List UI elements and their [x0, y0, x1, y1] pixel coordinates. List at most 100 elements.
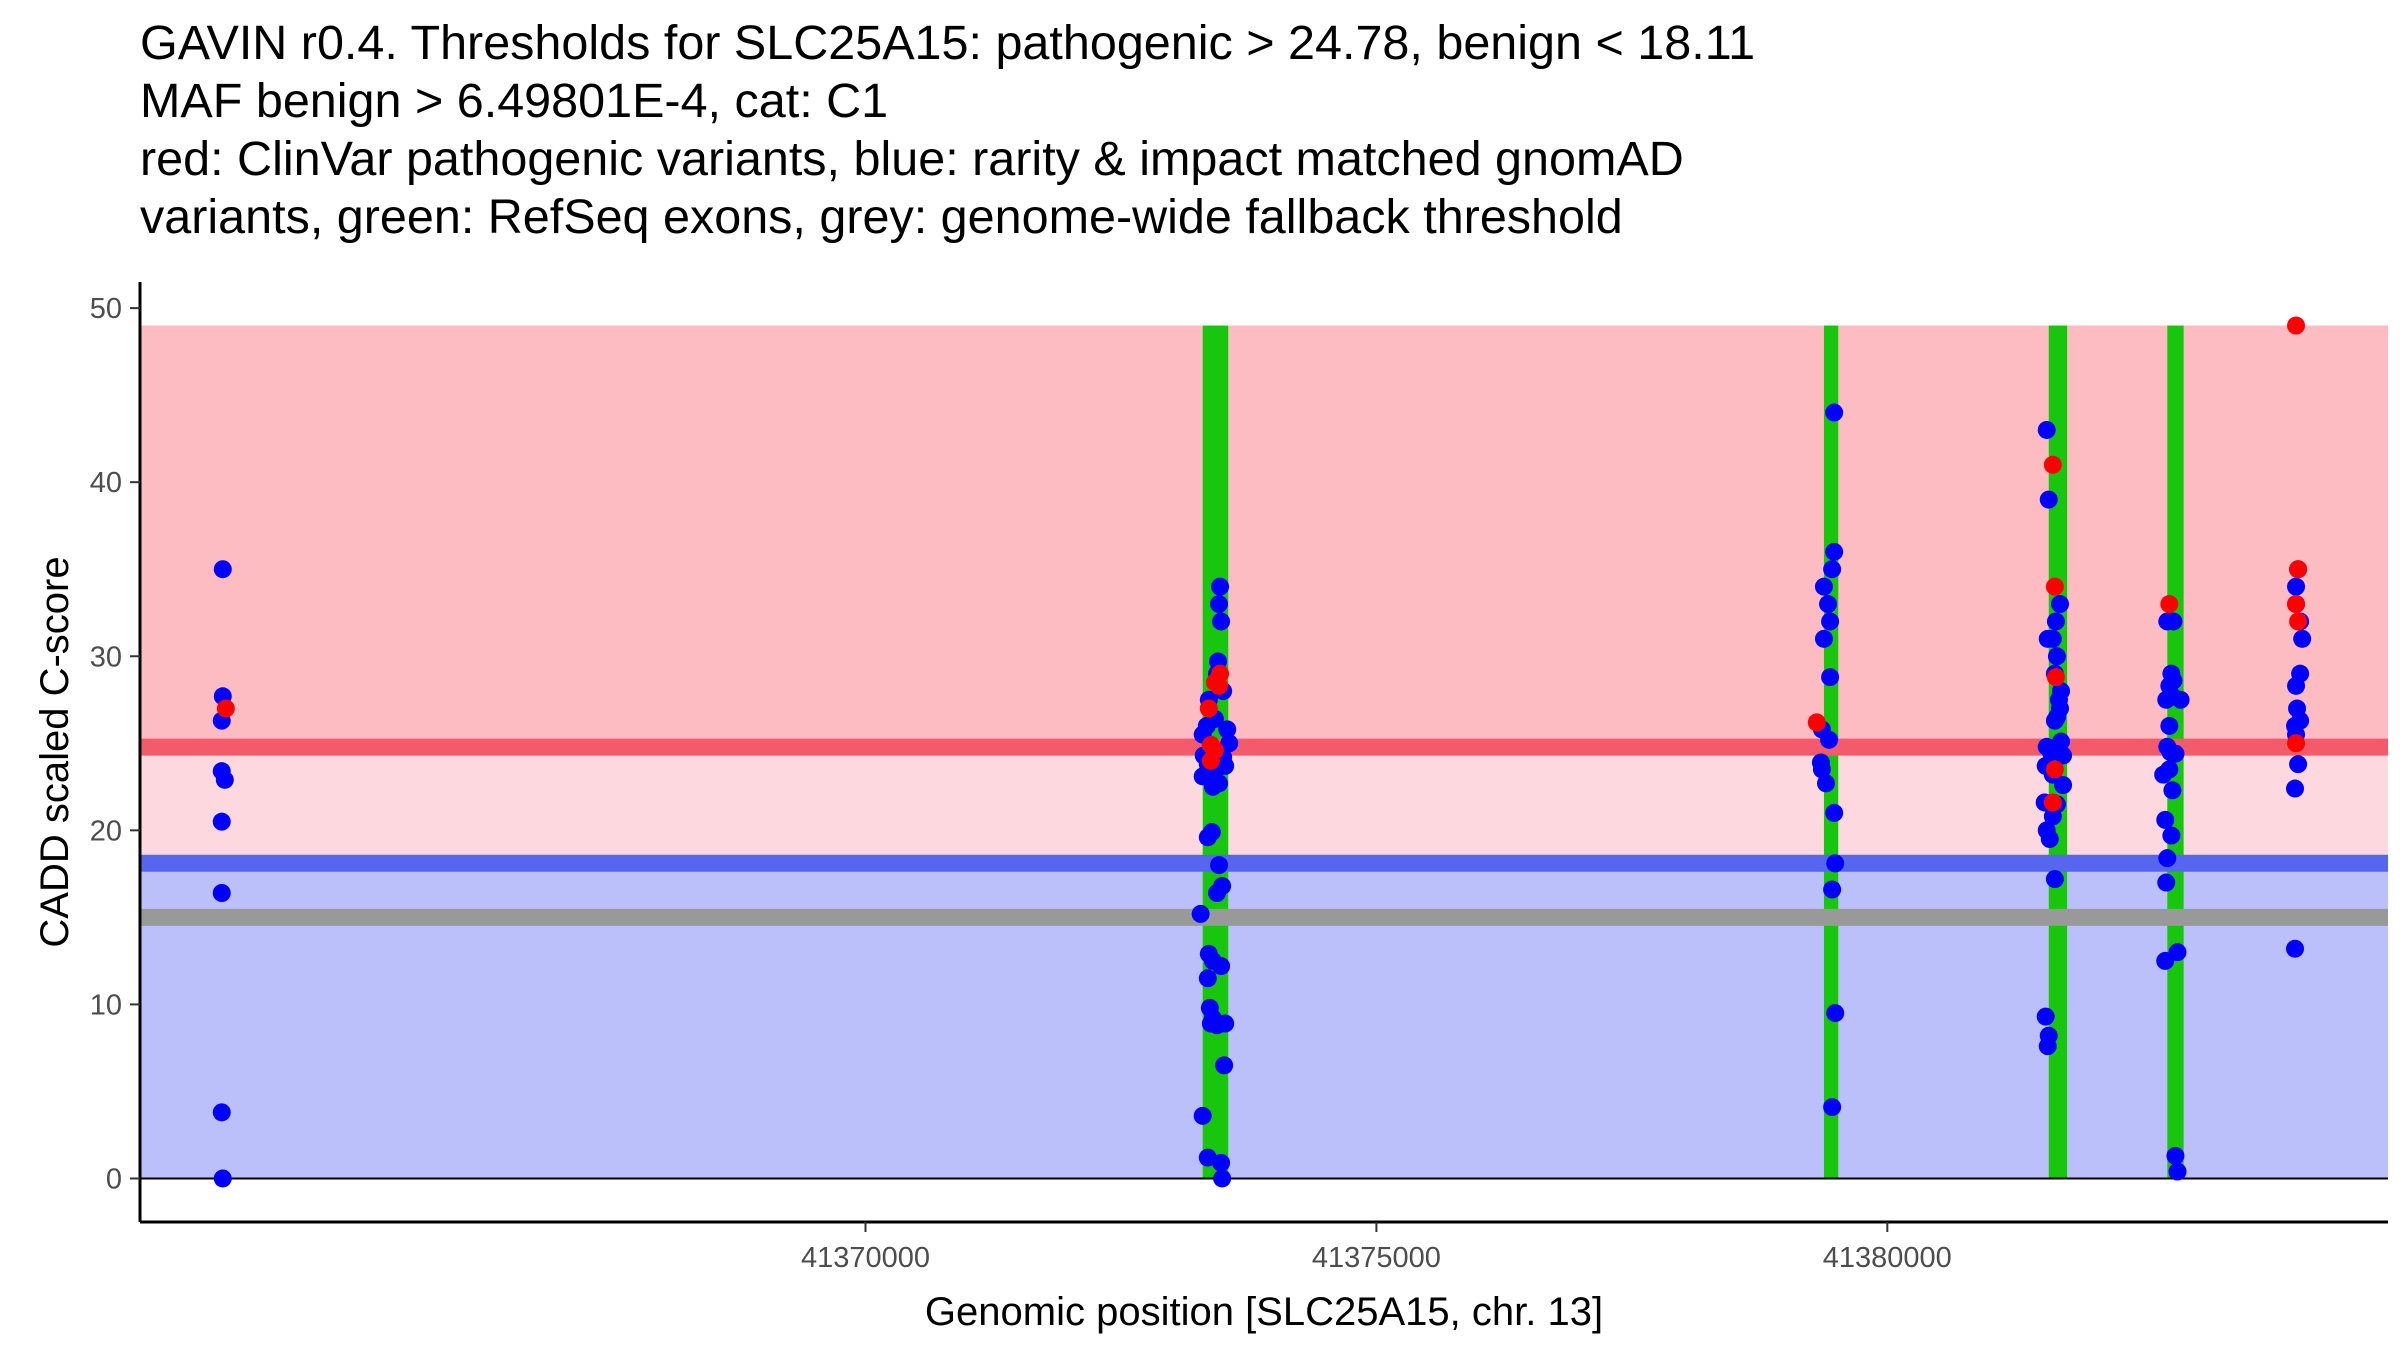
clinvar-point — [2043, 455, 2062, 474]
gnomad-point — [1212, 1153, 1231, 1172]
gnomad-point — [212, 884, 231, 902]
gnomad-point — [2156, 810, 2175, 829]
x-tick-label: 41370000 — [801, 1242, 930, 1274]
gnomad-point — [2287, 577, 2306, 596]
gnomad-point — [1212, 612, 1231, 631]
clinvar-point — [1201, 736, 1220, 755]
threshold-lines — [140, 738, 2388, 1180]
chart-title-line-1: GAVIN r0.4. Thresholds for SLC25A15: pat… — [140, 16, 1756, 70]
x-axis-ticks: 41370000 41375000 41380000 — [801, 1222, 1952, 1274]
gnomad-point — [2157, 873, 2176, 892]
gnomad-point — [1814, 629, 1833, 648]
chart-title-block: GAVIN r0.4. Thresholds for SLC25A15: pat… — [140, 14, 2380, 246]
y-tick-label: 40 — [90, 467, 122, 499]
clinvar-point — [1210, 676, 1229, 695]
y-axis-ticks: 0 10 20 30 40 50 — [90, 293, 140, 1195]
gnomad-point — [2046, 612, 2065, 631]
clinvar-point — [2046, 668, 2065, 687]
clinvar-point — [1807, 713, 1826, 732]
gnomad-point — [1826, 854, 1845, 873]
gnomad-point — [2047, 647, 2066, 666]
intermediate-region — [140, 747, 2388, 864]
gnomad-point — [213, 1169, 232, 1188]
gnomad-point — [2164, 612, 2183, 631]
gnomad-point — [1212, 957, 1231, 976]
gnomad-point — [2293, 629, 2312, 648]
gnomad-point — [1203, 777, 1222, 796]
gnomad-point — [2037, 420, 2056, 439]
gnomad-point — [1198, 969, 1217, 988]
clinvar-point — [216, 699, 235, 718]
chart-title-line-3: red: ClinVar pathogenic variants, blue: … — [140, 132, 1684, 186]
clinvar-point — [1201, 751, 1220, 770]
gnomad-point — [1821, 668, 1840, 687]
gnomad-point — [2162, 826, 2181, 845]
gnomad-point — [2160, 760, 2179, 779]
gnomad-point — [2160, 716, 2179, 735]
chart-title-line-2: MAF benign > 6.49801E-4, cat: C1 — [140, 74, 889, 128]
gnomad-point — [2045, 711, 2064, 730]
gnomad-point — [213, 560, 232, 579]
gnomad-point — [215, 770, 234, 789]
gnomad-point — [212, 812, 231, 831]
gnomad-point — [2166, 744, 2185, 763]
x-axis-title: Genomic position [SLC25A15, chr. 13] — [925, 1290, 1603, 1334]
gnomad-point — [1826, 1004, 1845, 1023]
gnomad-point — [1823, 880, 1842, 899]
axes — [138, 282, 2388, 1224]
gnomad-point — [1812, 760, 1831, 779]
y-tick-label: 10 — [90, 989, 122, 1021]
gnomad-point — [1191, 904, 1210, 923]
gnomad-point — [1814, 577, 1833, 596]
clinvar-point — [2043, 793, 2062, 812]
gnomad-point — [2038, 1037, 2057, 1056]
gnomad-point — [1823, 560, 1842, 579]
gnomad-point — [1825, 803, 1844, 822]
gnomad-point — [1210, 595, 1229, 614]
gnomad-point — [2039, 490, 2058, 509]
gnomad-point — [2054, 776, 2073, 795]
gnomad-point — [1819, 595, 1838, 614]
gnomad-point — [1817, 774, 1835, 793]
gnomad-point — [1821, 612, 1840, 631]
clinvar-point — [2289, 612, 2308, 631]
gnomad-point — [2163, 781, 2182, 800]
gnomad-point — [2286, 939, 2305, 958]
y-tick-label: 50 — [90, 293, 122, 325]
gnomad-point — [2168, 943, 2187, 962]
clinvar-point — [2045, 760, 2064, 779]
x-tick-label: 41375000 — [1312, 1242, 1441, 1274]
y-tick-label: 0 — [106, 1163, 122, 1195]
gnomad-point — [1211, 577, 1230, 596]
clinvar-point — [2287, 316, 2306, 335]
gnomad-point — [2040, 830, 2059, 849]
gnomad-point — [2168, 1162, 2187, 1181]
gnomad-point — [2166, 1146, 2185, 1165]
gnomad-point — [1215, 1056, 1234, 1075]
gnomad-point — [2043, 807, 2062, 826]
gnomad-point — [2287, 676, 2306, 695]
clinvar-point — [2289, 560, 2308, 579]
clinvar-point — [2160, 595, 2179, 614]
gnomad-point — [2036, 1007, 2055, 1026]
variant-points — [212, 316, 2312, 1188]
gnomad-point — [1220, 734, 1239, 753]
gnomad-point — [2171, 690, 2190, 709]
gnomad-point — [2038, 629, 2057, 648]
y-tick-label: 20 — [90, 815, 122, 847]
gnomad-point — [1820, 730, 1839, 749]
gnomad-point — [1210, 856, 1229, 875]
x-tick-label: 41380000 — [1823, 1242, 1952, 1274]
chart-title-line-4: variants, green: RefSeq exons, grey: gen… — [140, 190, 1623, 244]
pathogenic-region — [140, 325, 2388, 748]
gnomad-point — [2045, 870, 2064, 889]
y-tick-label: 30 — [90, 641, 122, 673]
y-axis-title: CADD scaled C-score — [33, 556, 77, 947]
gnomad-point — [1193, 1106, 1212, 1125]
gnomad-point — [1825, 542, 1844, 561]
gnomad-point — [1213, 1169, 1232, 1188]
clinvar-point — [2045, 577, 2064, 596]
clinvar-point — [1199, 699, 1218, 718]
gnomad-point — [212, 1103, 231, 1122]
